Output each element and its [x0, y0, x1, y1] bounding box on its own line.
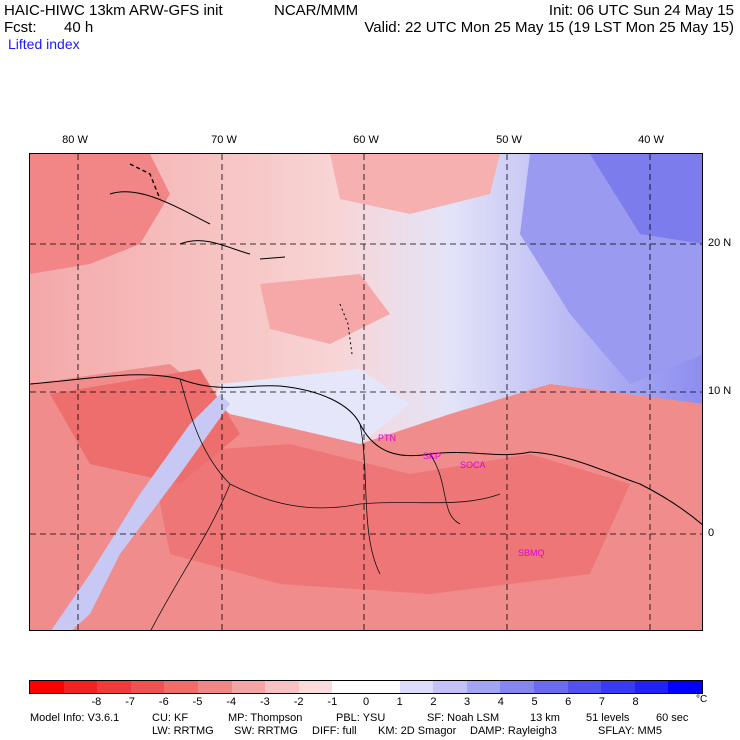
colorbar-tick-label: 6	[565, 696, 572, 708]
forecast-label: Fcst:	[4, 19, 37, 36]
footer-pbl: PBL: YSU	[336, 712, 386, 724]
island-chain	[129, 163, 161, 200]
colorbar-segment	[63, 681, 98, 693]
colorbar-segment	[399, 681, 434, 693]
footer-cumulus: CU: KF	[152, 712, 189, 724]
colorbar-segment	[533, 681, 568, 693]
footer-damping: DAMP: Rayleigh3	[470, 725, 557, 737]
colorbar-tick-label: 4	[497, 696, 504, 708]
colorbar-segment	[567, 681, 602, 693]
colorbar-segment	[433, 681, 467, 693]
stable-region	[51, 394, 230, 630]
colorbar-segment	[164, 681, 198, 693]
coastline	[30, 374, 531, 457]
island-coastline	[109, 191, 211, 225]
forecast-hour: 40 h	[64, 19, 94, 36]
footer-surface-layer: SFLAY: MM5	[598, 725, 662, 737]
footer-shortwave: SW: RRTMG	[234, 725, 298, 737]
station-label: SKP	[423, 451, 441, 461]
station-label: PTN	[378, 433, 396, 443]
model-title: HAIC-HIWC 13km ARW-GFS init	[4, 2, 223, 19]
colorbar-segment	[601, 681, 635, 693]
colorbar-unit: °C	[696, 694, 708, 705]
colorbar-tick-label: -7	[125, 696, 135, 708]
colorbar-segment	[500, 681, 534, 693]
colorbar-tick-label: -5	[192, 696, 203, 708]
country-border	[179, 378, 501, 509]
longitude-label: 70 W	[211, 134, 237, 146]
unstable-region	[330, 154, 500, 214]
colorbar-tick-label: 5	[531, 696, 538, 708]
country-border	[429, 453, 461, 525]
colorbar	[29, 680, 703, 694]
colorbar-tick-label: -1	[327, 696, 338, 708]
footer-microphysics: MP: Thompson	[228, 712, 303, 724]
colorbar-segment	[332, 681, 366, 693]
colorbar-segment	[668, 681, 702, 693]
colorbar-segment	[634, 681, 669, 693]
colorbar-tick-label: 2	[430, 696, 437, 708]
longitude-label: 60 W	[353, 134, 379, 146]
colorbar-segment	[265, 681, 299, 693]
latitude-label: 10 N	[708, 385, 732, 397]
field-name: Lifted index	[8, 36, 80, 52]
graticule	[30, 154, 702, 630]
island-coastline	[259, 256, 286, 260]
country-border	[150, 483, 231, 630]
colorbar-segment	[298, 681, 333, 693]
colorbar-tick-label: 3	[464, 696, 471, 708]
island-coastline	[179, 240, 251, 255]
colorbar-segment	[30, 681, 64, 693]
coastline	[529, 451, 702, 525]
station-label: SBMQ	[518, 548, 545, 558]
footer-longwave: LW: RRTMG	[152, 725, 214, 737]
colorbar-tick-label: 1	[396, 696, 403, 708]
colorbar-segment	[97, 681, 131, 693]
organization-label: NCAR/MMM	[274, 2, 359, 19]
longitude-label: 80 W	[62, 134, 88, 146]
longitude-label: 40 W	[638, 134, 664, 146]
longitude-label: 50 W	[496, 134, 522, 146]
unstable-region	[260, 274, 390, 344]
colorbar-tick-label: -4	[226, 696, 237, 708]
map-canvas: PTN SKP SOCA SBMQ	[30, 154, 702, 630]
footer-surface: SF: Noah LSM	[427, 712, 500, 724]
country-border	[359, 423, 381, 575]
stable-region	[590, 154, 702, 244]
colorbar-segment	[365, 681, 400, 693]
colorbar-tick-label: -2	[293, 696, 304, 708]
colorbar-tick-label: -6	[158, 696, 169, 708]
colorbar-segment	[130, 681, 165, 693]
colorbar-segment	[466, 681, 501, 693]
station-label: SOCA	[460, 460, 486, 470]
colorbar-segment	[197, 681, 232, 693]
valid-time: Valid: 22 UTC Mon 25 May 15 (19 LST Mon …	[364, 19, 734, 36]
island-chain	[339, 303, 353, 355]
lifted-index-map[interactable]: PTN SKP SOCA SBMQ	[29, 153, 703, 631]
colorbar-segment	[231, 681, 266, 693]
colorbar-tick-label: -8	[91, 696, 102, 708]
latitude-label: 0	[708, 527, 715, 539]
footer-resolution: 13 km	[530, 712, 560, 724]
footer-km: KM: 2D Smagor	[378, 725, 457, 737]
colorbar-tick-label: 0	[362, 696, 370, 708]
colorbar-tick-label: 8	[632, 696, 639, 708]
init-time: Init: 06 UTC Sun 24 May 15	[548, 2, 734, 19]
unstable-region	[150, 444, 630, 594]
latitude-label: 20 N	[708, 237, 732, 249]
footer-levels: 51 levels	[586, 712, 630, 724]
footer-diffusion: DIFF: full	[312, 725, 357, 737]
colorbar-tick-label: -3	[260, 696, 270, 708]
footer-model-info: Model Info: V3.6.1	[30, 712, 120, 724]
colorbar-tick-label: 7	[598, 696, 605, 708]
footer-timestep: 60 sec	[656, 712, 689, 724]
